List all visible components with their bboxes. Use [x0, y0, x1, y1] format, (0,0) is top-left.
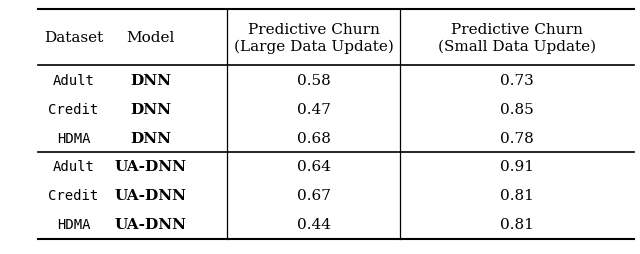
Text: 0.58: 0.58 [297, 73, 330, 87]
Text: Dataset: Dataset [44, 31, 103, 45]
Text: DNN: DNN [130, 131, 171, 145]
Text: UA-DNN: UA-DNN [115, 160, 186, 174]
Text: 0.85: 0.85 [500, 102, 534, 116]
Text: 0.78: 0.78 [500, 131, 534, 145]
Text: Credit: Credit [49, 189, 99, 202]
Text: Model: Model [126, 31, 175, 45]
Text: Adult: Adult [52, 73, 95, 87]
Text: HDMA: HDMA [57, 131, 90, 145]
Text: DNN: DNN [130, 73, 171, 87]
Text: 0.81: 0.81 [500, 189, 534, 202]
Text: 0.64: 0.64 [296, 160, 331, 174]
Text: 0.73: 0.73 [500, 73, 534, 87]
Text: Predictive Churn
(Large Data Update): Predictive Churn (Large Data Update) [234, 23, 394, 53]
Text: HDMA: HDMA [57, 217, 90, 231]
Text: 0.68: 0.68 [297, 131, 330, 145]
Text: UA-DNN: UA-DNN [115, 189, 186, 202]
Text: 0.47: 0.47 [297, 102, 330, 116]
Text: 0.91: 0.91 [500, 160, 534, 174]
Text: 0.81: 0.81 [500, 217, 534, 231]
Text: 0.44: 0.44 [296, 217, 331, 231]
Text: UA-DNN: UA-DNN [115, 217, 186, 231]
Text: Credit: Credit [49, 102, 99, 116]
Text: DNN: DNN [130, 102, 171, 116]
Text: 0.67: 0.67 [297, 189, 330, 202]
Text: Predictive Churn
(Small Data Update): Predictive Churn (Small Data Update) [438, 23, 596, 53]
Text: Adult: Adult [52, 160, 95, 174]
